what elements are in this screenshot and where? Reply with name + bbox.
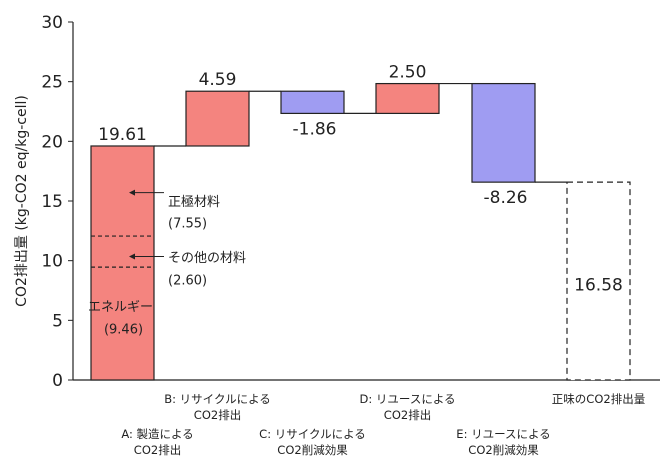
segment-value-energy: (9.46) bbox=[104, 322, 143, 337]
y-tick-label: 0 bbox=[52, 371, 63, 391]
segment-label-cathode: 正極材料 bbox=[168, 194, 220, 210]
category-label-B: B: リサイクルによる bbox=[164, 392, 271, 406]
value-label-net: 16.58 bbox=[574, 276, 623, 296]
y-tick-label: 15 bbox=[41, 192, 63, 212]
y-tick-label: 25 bbox=[41, 73, 63, 93]
bar-net bbox=[566, 181, 631, 381]
y-tick-label: 5 bbox=[52, 311, 63, 331]
segment-value-cathode: (7.55) bbox=[168, 216, 207, 231]
value-label-A: 19.61 bbox=[98, 125, 147, 145]
category-label-C-line2: CO2削減効果 bbox=[277, 443, 348, 457]
y-tick-label: 30 bbox=[41, 13, 63, 33]
bar-A bbox=[90, 145, 155, 381]
bar-E bbox=[471, 82, 536, 183]
bar-B bbox=[185, 90, 250, 147]
bar-D bbox=[375, 82, 440, 115]
bar-C bbox=[280, 90, 345, 115]
category-label-net: 正味のCO2排出量 bbox=[552, 392, 645, 406]
category-label-B-line2: CO2排出 bbox=[194, 408, 241, 422]
category-label-E: E: リユースによる bbox=[456, 427, 550, 441]
category-label-A-line2: CO2排出 bbox=[134, 443, 181, 457]
category-label-A: A: 製造による bbox=[121, 427, 193, 441]
segment-label-other-materials: その他の材料 bbox=[168, 251, 246, 266]
y-tick-label: 10 bbox=[41, 252, 63, 272]
arrow-head-other-materials bbox=[129, 253, 135, 260]
arrow-head-cathode bbox=[129, 189, 135, 196]
category-label-D-line2: CO2排出 bbox=[384, 408, 431, 422]
value-label-C: -1.86 bbox=[293, 119, 337, 139]
y-axis-title: CO2排出量 (kg-CO2 eq/kg-cell) bbox=[14, 95, 30, 307]
value-label-B: 4.59 bbox=[199, 70, 237, 90]
segment-label-energy: エネルギー bbox=[88, 300, 153, 315]
y-tick-label: 20 bbox=[41, 132, 63, 152]
category-label-C: C: リサイクルによる bbox=[259, 427, 366, 441]
segment-value-other-materials: (2.60) bbox=[168, 274, 207, 289]
value-label-D: 2.50 bbox=[389, 63, 427, 83]
category-label-E-line2: CO2削減効果 bbox=[468, 443, 539, 457]
category-label-D: D: リユースによる bbox=[360, 392, 456, 406]
value-label-E: -8.26 bbox=[484, 188, 528, 208]
